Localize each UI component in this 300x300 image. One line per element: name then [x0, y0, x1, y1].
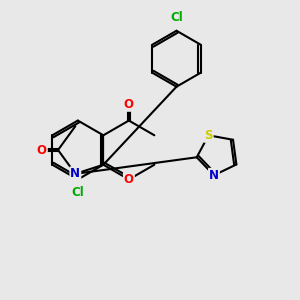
Text: Cl: Cl	[170, 11, 183, 24]
Text: N: N	[70, 167, 80, 180]
Text: O: O	[124, 98, 134, 111]
Text: N: N	[209, 169, 219, 182]
Text: O: O	[124, 173, 134, 186]
Text: S: S	[204, 129, 213, 142]
Text: Cl: Cl	[71, 186, 84, 199]
Text: O: O	[37, 143, 47, 157]
